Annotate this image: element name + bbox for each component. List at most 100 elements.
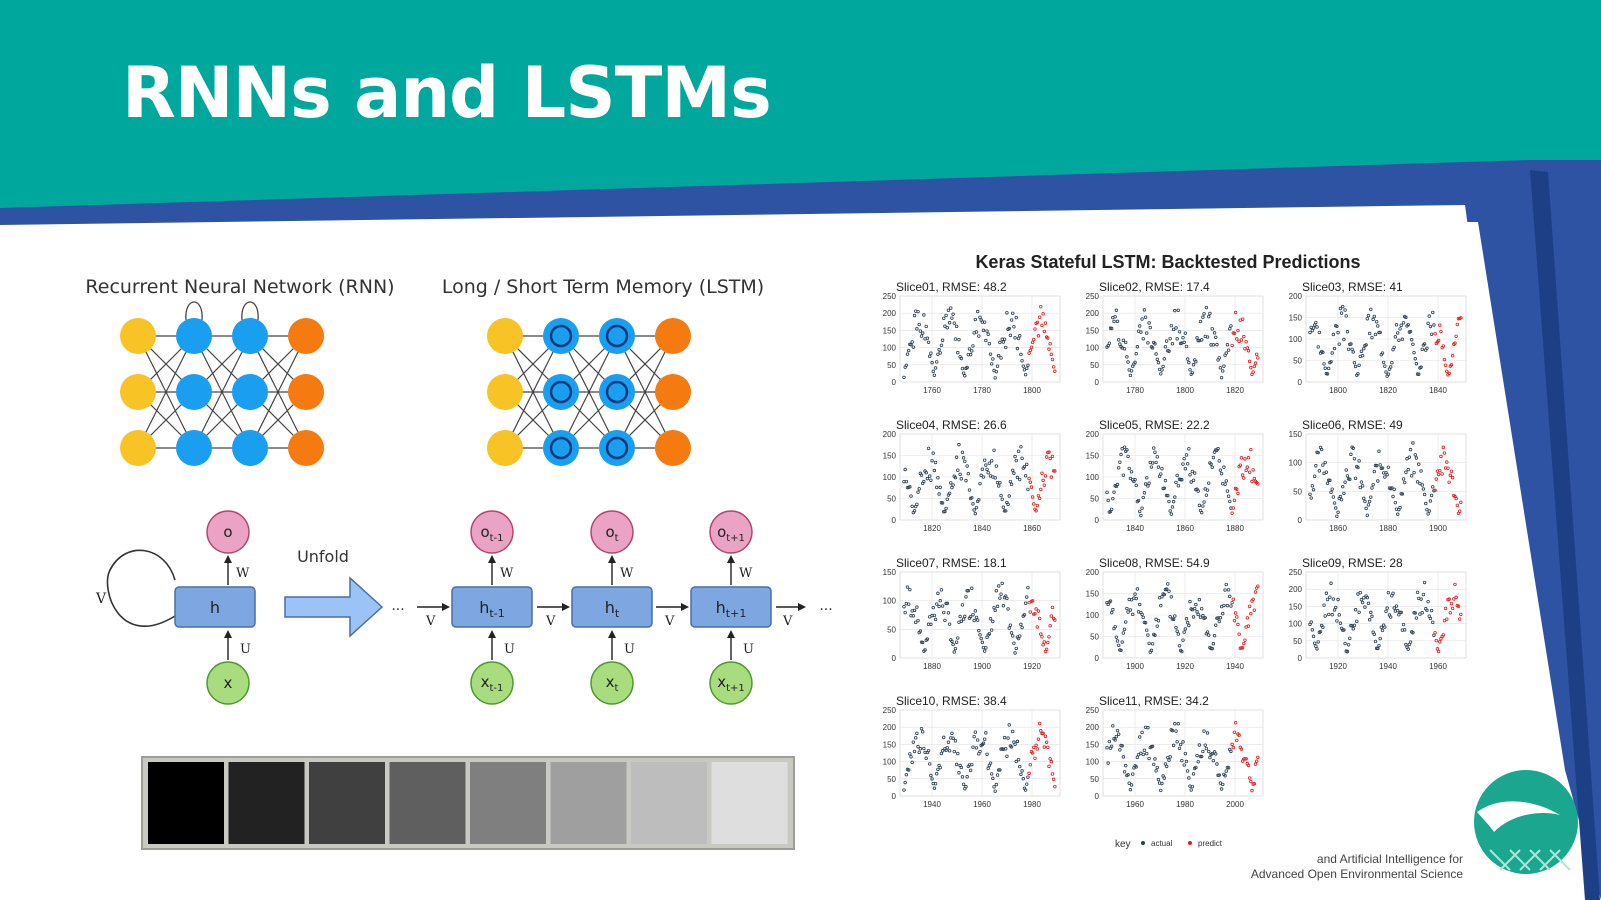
actual-point [965,775,969,779]
actual-point [1149,648,1154,653]
actual-point [1163,345,1168,349]
actual-point [949,306,953,310]
y-tick-label: 50 [887,625,896,634]
actual-point [1182,630,1186,634]
actual-point [940,338,945,342]
actual-point [1209,462,1213,466]
actual-point [998,596,1002,600]
actual-point [1391,494,1395,499]
actual-point [1200,510,1204,515]
actual-point [1393,335,1398,339]
actual-point [1174,729,1178,733]
actual-point [1180,758,1184,763]
actual-point [1184,617,1189,621]
actual-point [1000,581,1004,586]
input-subscript: t+1 [726,683,745,694]
actual-point [1380,351,1385,355]
predict-point [1043,474,1048,478]
actual-point [945,746,949,750]
actual-point [1364,506,1368,511]
actual-point [1023,601,1028,605]
x-tick-label: 1980 [1023,800,1041,809]
actual-point [953,337,958,341]
actual-point [989,362,994,366]
predict-point [1039,304,1043,309]
predict-point [1441,445,1445,450]
actual-point [1145,331,1149,335]
actual-point [1025,782,1029,786]
actual-point [956,350,960,355]
actual-point [904,363,909,368]
y-tick-label: 0 [1095,654,1100,663]
actual-point [1229,324,1233,328]
predict-point [1249,611,1253,616]
predict-point [1037,616,1042,621]
actual-point [921,730,925,734]
actual-point [1173,308,1177,313]
actual-point [1365,317,1369,321]
actual-point [1014,646,1018,651]
actual-point [1344,468,1348,472]
predict-point [1036,609,1041,613]
input-node [120,318,156,354]
predict-point [1243,638,1247,642]
actual-point [947,321,952,325]
actual-point [985,329,989,333]
actual-point [1145,476,1149,480]
input-node [487,430,523,466]
actual-point [1222,465,1226,469]
actual-point [1408,329,1413,334]
chart-panel: Slice06, RMSE: 49 0 50 100 150 1860 1880 1900 [1289,418,1467,533]
actual-point [944,313,948,318]
actual-point [1325,481,1330,485]
actual-point [915,502,919,507]
predict-point [1232,331,1237,336]
predict-point [1033,756,1037,760]
actual-point [1360,484,1365,488]
actual-point [964,785,968,789]
predict-point [1245,465,1250,469]
actual-point [1410,474,1414,478]
actual-point [998,340,1002,345]
actual-point [1342,491,1346,496]
actual-point [1201,749,1205,754]
actual-point [974,615,979,620]
actual-point [1399,610,1403,615]
actual-point [963,459,967,464]
actual-point [1138,602,1142,607]
actual-point [912,749,917,754]
actual-point [982,649,987,653]
actual-point [1222,603,1226,608]
actual-point [1392,487,1396,492]
actual-point [970,349,974,353]
input-subscript: t [614,683,618,694]
actual-point [1426,512,1430,516]
actual-point [985,752,989,756]
predict-point [1443,606,1448,611]
actual-point [1115,639,1120,643]
actual-point [1111,724,1115,728]
actual-point [959,619,963,624]
x-tick-label: 1920 [1023,662,1041,671]
actual-point [1345,474,1350,478]
actual-point [974,330,979,334]
actual-point [1159,372,1163,376]
predict-point [1232,498,1237,503]
y-tick-label: 100 [883,344,897,353]
actual-point [1121,631,1126,635]
actual-point [1421,487,1426,491]
actual-point [1357,459,1361,463]
actual-point [1353,364,1358,369]
actual-point [972,618,976,623]
panel-title: Slice02, RMSE: 17.4 [1099,280,1210,294]
actual-point [1205,731,1210,735]
actual-point [1159,788,1163,793]
actual-point [1217,356,1221,360]
actual-point [973,317,978,322]
actual-point [1224,351,1228,355]
organization-logo [1474,770,1578,874]
y-tick-label: 100 [883,473,897,482]
predict-point [1050,454,1055,459]
actual-point [1019,445,1023,449]
